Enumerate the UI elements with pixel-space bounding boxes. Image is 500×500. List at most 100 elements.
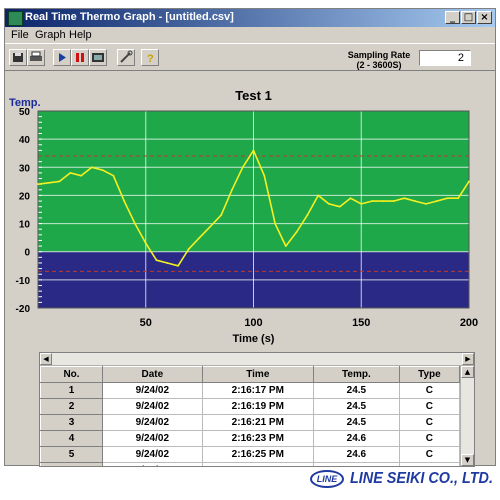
- row-temp: 24.5: [312, 398, 400, 415]
- row-temp: 24.6: [312, 446, 400, 463]
- data-point: [231, 188, 233, 191]
- table-row[interactable]: 5 9/24/02 2:16:25 PM 24.6 C: [40, 446, 461, 463]
- table-row[interactable]: 2 9/24/02 2:16:19 PM 24.5 C: [40, 398, 461, 415]
- print-button[interactable]: [27, 49, 45, 66]
- tools-button[interactable]: [117, 49, 135, 66]
- save-button[interactable]: [9, 49, 27, 66]
- y-tick-label: 40: [19, 135, 31, 146]
- table-row[interactable]: 3 9/24/02 2:16:21 PM 24.5 C: [40, 414, 461, 431]
- sampling-rate-label: Sampling Rate (2 - 3600S): [343, 50, 415, 70]
- data-point: [306, 214, 309, 217]
- data-point: [295, 231, 298, 233]
- data-point: [69, 172, 72, 174]
- data-table-panel: ◀ ▶ No. Date Time Temp. Type 1 9/24/02 2:1…: [39, 352, 475, 467]
- row-number: 1: [40, 382, 104, 399]
- col-type[interactable]: Type: [398, 366, 461, 383]
- tools-icon: [120, 50, 133, 63]
- scroll-right-icon[interactable]: ▶: [462, 353, 474, 365]
- table-row[interactable]: 1 9/24/02 2:16:17 PM 24.5 C: [40, 382, 461, 399]
- data-point: [187, 248, 190, 250]
- data-point: [101, 169, 104, 171]
- print-icon: [30, 51, 42, 61]
- scroll-left-icon[interactable]: ◀: [40, 353, 52, 365]
- row-type: C: [398, 398, 461, 415]
- play-icon: [59, 53, 66, 62]
- window-title: Real Time Thermo Graph - [untitled.csv]: [25, 11, 234, 23]
- data-point: [274, 222, 276, 225]
- graph-panel: Test 1 Temp. Time (s) 50 100 150 200 50 40 30 20 10…: [5, 72, 495, 354]
- help-button[interactable]: ?: [141, 49, 159, 66]
- save-icon: [13, 53, 23, 62]
- company-name: LINE SEIKI CO., LTD.: [350, 470, 493, 487]
- data-point: [414, 200, 417, 202]
- minimize-button[interactable]: _: [445, 11, 460, 24]
- col-time[interactable]: Time: [201, 366, 314, 383]
- y-tick-label: 0: [24, 248, 30, 259]
- horizontal-scrollbar[interactable]: ◀ ▶: [40, 353, 474, 366]
- title-bar[interactable]: Real Time Thermo Graph - [untitled.csv] …: [5, 9, 495, 27]
- chart-title: Test 1: [235, 88, 272, 103]
- row-date: 9/24/02: [102, 462, 203, 466]
- row-type: C: [398, 446, 461, 463]
- y-tick-label: 10: [19, 220, 31, 231]
- app-window: Real Time Thermo Graph - [untitled.csv] …: [4, 8, 496, 467]
- data-point: [349, 197, 352, 200]
- menu-help[interactable]: Help: [69, 29, 92, 41]
- x-tick-label: 50: [140, 317, 152, 329]
- data-point: [263, 174, 266, 177]
- data-point: [58, 180, 61, 183]
- row-temp: 24.5: [312, 414, 400, 431]
- data-point: [252, 149, 255, 152]
- row-temp: 24.6: [312, 430, 400, 447]
- col-date[interactable]: Date: [102, 366, 203, 383]
- row-time: 2:16:19 PM: [201, 398, 314, 415]
- vertical-scrollbar[interactable]: ▲ ▼: [460, 366, 474, 466]
- x-tick-label: 100: [244, 317, 262, 329]
- play-button[interactable]: [53, 49, 71, 66]
- stop-button[interactable]: [71, 49, 89, 66]
- svg-text:?: ?: [147, 53, 154, 65]
- row-time: 2:16:23 PM: [201, 430, 314, 447]
- sampling-rate-input[interactable]: 2: [419, 50, 471, 66]
- y-tick-label: 50: [19, 107, 31, 118]
- close-button[interactable]: ×: [477, 11, 492, 24]
- row-number: 3: [40, 414, 104, 431]
- y-tick-label: 30: [19, 163, 31, 174]
- table-row[interactable]: 4 9/24/02 2:16:23 PM 24.6 C: [40, 430, 461, 447]
- row-number: 6: [40, 462, 104, 466]
- display-button[interactable]: [89, 49, 107, 66]
- col-temp[interactable]: Temp.: [312, 366, 400, 383]
- data-point: [435, 200, 438, 202]
- row-type: C: [398, 382, 461, 399]
- row-number: 5: [40, 446, 104, 463]
- y-tick-label: -10: [16, 276, 31, 287]
- menu-file[interactable]: File: [11, 29, 29, 41]
- data-point: [37, 183, 39, 186]
- row-date: 9/24/02: [102, 382, 203, 399]
- y-tick-label: 20: [19, 191, 31, 202]
- menu-bar: File Graph Help: [5, 28, 495, 42]
- toolbar: ? Sampling Rate (2 - 3600S) 2: [5, 43, 495, 71]
- data-point: [134, 222, 136, 225]
- col-no[interactable]: No.: [40, 366, 104, 383]
- data-point: [47, 181, 50, 184]
- data-point: [144, 242, 147, 245]
- row-type: C: [398, 462, 461, 466]
- scroll-up-icon[interactable]: ▲: [461, 366, 474, 378]
- y-tick-label: -20: [16, 304, 31, 315]
- data-point: [80, 174, 82, 177]
- menu-graph[interactable]: Graph: [35, 29, 66, 41]
- stop-icon: [76, 53, 84, 62]
- maximize-button[interactable]: □: [461, 11, 476, 24]
- data-point: [425, 202, 427, 205]
- data-point: [241, 166, 244, 169]
- row-date: 9/24/02: [102, 430, 203, 447]
- x-tick-label: 150: [352, 317, 370, 329]
- scroll-down-icon[interactable]: ▼: [461, 454, 474, 466]
- data-point: [328, 202, 330, 205]
- row-temp: 24.7: [312, 462, 400, 466]
- data-point: [177, 264, 179, 267]
- data-point: [338, 205, 341, 208]
